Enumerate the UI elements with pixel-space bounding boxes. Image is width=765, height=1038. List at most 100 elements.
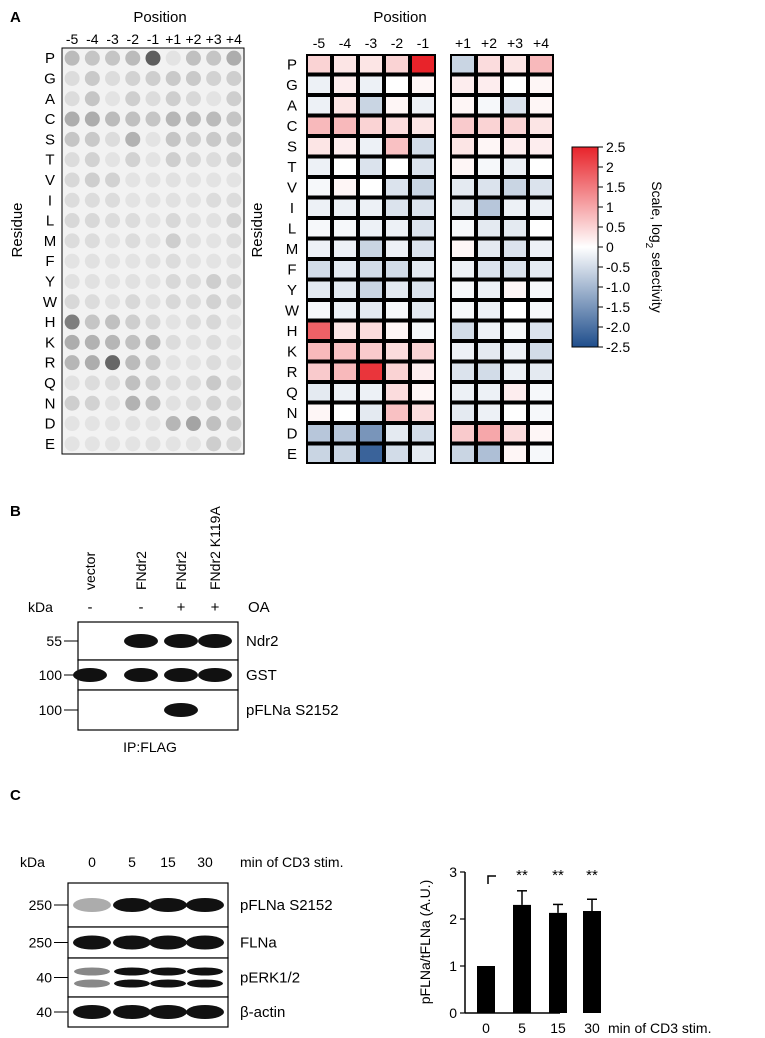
heatmap-cell bbox=[528, 423, 554, 444]
heatmap-cell bbox=[476, 54, 502, 75]
array-spot bbox=[185, 192, 201, 208]
array-spot bbox=[105, 436, 121, 452]
heatmap-cell bbox=[502, 443, 528, 464]
array-spot bbox=[125, 294, 141, 310]
array-spot bbox=[206, 395, 222, 411]
heatmap-cell bbox=[410, 156, 436, 177]
array-spot bbox=[84, 334, 100, 350]
array-spot bbox=[105, 294, 121, 310]
heatmap-cell bbox=[384, 382, 410, 403]
heatmap-cell bbox=[476, 300, 502, 321]
heatmap-cell bbox=[410, 361, 436, 382]
heatmap-cell bbox=[476, 136, 502, 157]
array-spot bbox=[125, 50, 141, 66]
panel-b-blot-label: GST bbox=[246, 667, 277, 684]
colorbar-tick-label: 2.5 bbox=[606, 139, 626, 155]
heatmap-residue-label: C bbox=[287, 118, 298, 135]
heatmap-residue-label: D bbox=[287, 425, 298, 442]
array-position-label: -4 bbox=[86, 31, 99, 47]
panel-c-band bbox=[150, 967, 186, 976]
array-spot bbox=[64, 91, 80, 107]
array-spot bbox=[105, 253, 121, 269]
heatmap-cell bbox=[384, 156, 410, 177]
colorbar-tick-label: -1.5 bbox=[606, 299, 630, 315]
panel-b-blot-label: pFLNa S2152 bbox=[246, 702, 339, 719]
array-residue-label: G bbox=[44, 70, 56, 87]
colorbar-tick-label: 0 bbox=[606, 239, 614, 255]
array-spot bbox=[206, 50, 222, 66]
heatmap-cell bbox=[528, 115, 554, 136]
array-spot bbox=[165, 111, 181, 127]
heatmap-cell bbox=[332, 423, 358, 444]
panel-b-band bbox=[198, 668, 232, 682]
heatmap-cell bbox=[410, 443, 436, 464]
heatmap-cell bbox=[358, 54, 384, 75]
array-spot bbox=[226, 375, 242, 391]
array-position-title: Position bbox=[133, 9, 186, 26]
panel-b-lane-labels: vector FNdr2 FNdr2 FNdr2 K119A bbox=[82, 506, 223, 590]
heatmap-cell bbox=[306, 382, 332, 403]
array-spot bbox=[145, 253, 161, 269]
array-spot bbox=[206, 131, 222, 147]
array-spot bbox=[165, 253, 181, 269]
array-spot bbox=[64, 294, 80, 310]
array-residue-label: D bbox=[45, 416, 56, 433]
colorbar-tick-label: 0.5 bbox=[606, 219, 626, 235]
array-spot bbox=[84, 416, 100, 432]
array-spot bbox=[145, 375, 161, 391]
array-residue-label: R bbox=[45, 355, 56, 372]
heatmap-cell bbox=[502, 259, 528, 280]
array-spot bbox=[125, 152, 141, 168]
heatmap-cell bbox=[476, 238, 502, 259]
heatmap-position-title: Position bbox=[373, 9, 426, 26]
array-spot bbox=[226, 253, 242, 269]
array-residue-label: C bbox=[45, 111, 56, 128]
panel-b-oa-state: + bbox=[211, 599, 220, 616]
heatmap-cell bbox=[450, 300, 476, 321]
panel-c-band bbox=[113, 935, 151, 950]
heatmap-residue-label: P bbox=[287, 56, 297, 73]
bar-y-tick-label: 2 bbox=[449, 911, 457, 927]
heatmap-cell bbox=[358, 320, 384, 341]
heatmap-cell bbox=[306, 54, 332, 75]
array-spot bbox=[64, 334, 80, 350]
panel-b-lane-label: FNdr2 K119A bbox=[207, 506, 223, 590]
array-spot bbox=[105, 152, 121, 168]
heatmap-cell bbox=[384, 443, 410, 464]
panel-b-lane-label: vector bbox=[82, 552, 98, 590]
array-spot bbox=[185, 355, 201, 371]
colorbar-tick-label: -2.0 bbox=[606, 319, 630, 335]
heatmap-cell bbox=[384, 423, 410, 444]
heatmap-cell bbox=[410, 382, 436, 403]
panel-a-letter: A bbox=[10, 9, 21, 26]
heatmap-cell bbox=[450, 74, 476, 95]
heatmap-cell bbox=[502, 156, 528, 177]
heatmap-cell bbox=[502, 136, 528, 157]
array-spot bbox=[84, 70, 100, 86]
array-spot bbox=[165, 395, 181, 411]
panel-c-blots: 250 pFLNa S2152 250 FLNa 40 pERK1/2 40 β-actin bbox=[29, 882, 333, 1028]
colorbar-tick-label: 1.5 bbox=[606, 179, 626, 195]
array-residue-label: H bbox=[45, 314, 56, 331]
heatmap-cell bbox=[410, 238, 436, 259]
bar-0 bbox=[477, 966, 495, 1013]
array-position-label: +3 bbox=[206, 31, 222, 47]
heatmap-residue-label: E bbox=[287, 446, 297, 463]
heatmap-cell bbox=[476, 320, 502, 341]
heatmap-cell bbox=[306, 320, 332, 341]
heatmap-cell bbox=[306, 95, 332, 116]
bar-x-axis-label: min of CD3 stim. bbox=[608, 1020, 711, 1036]
panel-c-time-label: 15 bbox=[160, 854, 176, 870]
array-position-label: -1 bbox=[147, 31, 160, 47]
array-spot bbox=[145, 192, 161, 208]
heatmap-position-label: -3 bbox=[365, 35, 378, 51]
heatmap-cell bbox=[476, 402, 502, 423]
heatmap-cell bbox=[410, 300, 436, 321]
heatmap-cell bbox=[384, 74, 410, 95]
heatmap-cell bbox=[410, 197, 436, 218]
array-residue-label: S bbox=[45, 131, 55, 148]
panel-c-band bbox=[150, 979, 186, 988]
array-spot bbox=[105, 91, 121, 107]
panel-b-blot-frame bbox=[77, 689, 239, 731]
heatmap-cell bbox=[384, 95, 410, 116]
